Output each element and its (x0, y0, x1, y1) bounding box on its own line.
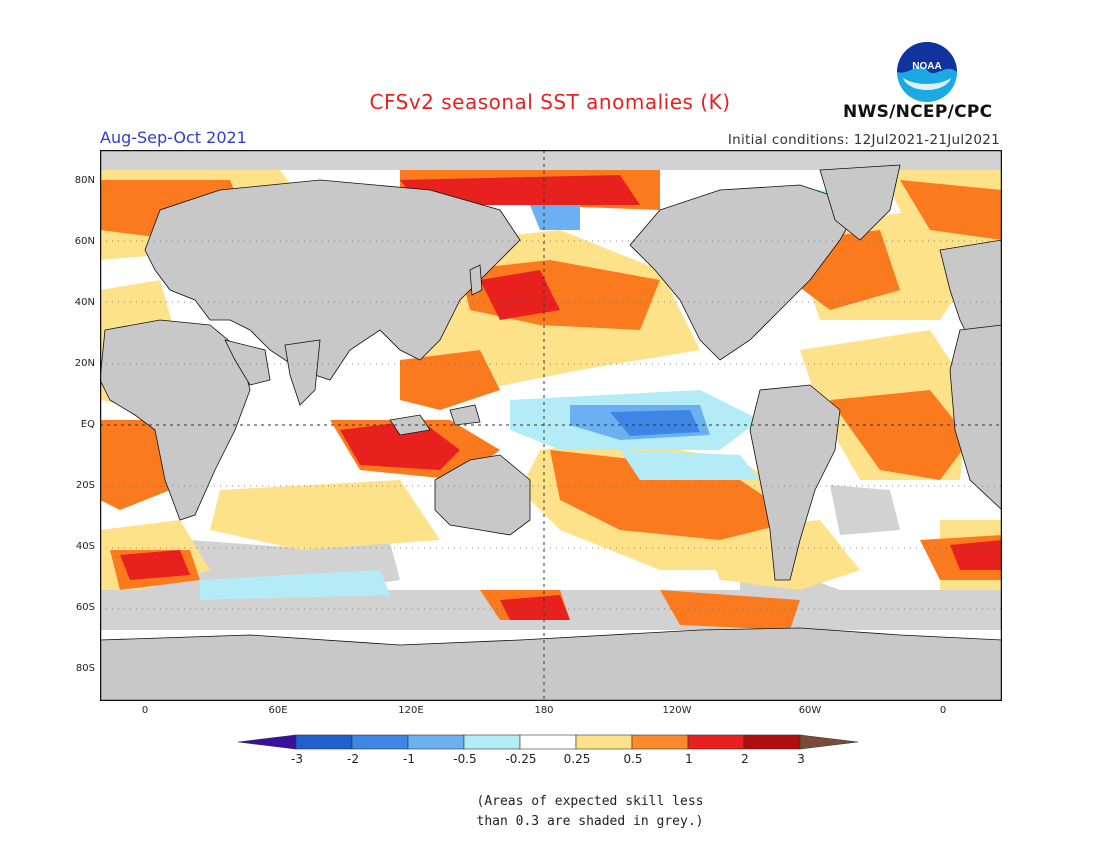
lat-label: 20N (74, 358, 95, 369)
colorbar-segment (575, 734, 633, 750)
skill-note-line: (Areas of expected skill less (476, 794, 704, 809)
lat-label: 40S (75, 541, 95, 552)
lon-label: 120W (662, 705, 692, 716)
colorbar-label: -3 (291, 752, 303, 766)
colorbar-label: 1 (685, 752, 693, 766)
colorbar-segment (631, 734, 689, 750)
eurasia (144, 179, 521, 381)
india (284, 339, 321, 406)
japan (469, 264, 483, 296)
colorbar (238, 734, 859, 750)
lon-label: 60E (268, 705, 288, 716)
antarctica (100, 627, 1002, 701)
map-title: CFSv2 seasonal SST anomalies (K) (369, 90, 731, 114)
colorbar-segment (463, 734, 521, 750)
grid-lines (100, 150, 1002, 701)
sst-anomaly-map (100, 150, 1002, 701)
forecast-period: Aug-Sep-Oct 2021 (100, 128, 247, 147)
hot-anomalies (120, 175, 1002, 620)
lon-label: 180 (534, 705, 554, 716)
new-guinea (449, 404, 481, 426)
skill-note-line: than 0.3 are shaded in grey.) (476, 814, 704, 829)
colorbar-arrow-high (799, 734, 859, 750)
lon-label: 60W (798, 705, 822, 716)
colorbar-segment (519, 734, 577, 750)
colorbar-segment (687, 734, 745, 750)
land-masses (100, 164, 1002, 701)
lon-label: 0 (939, 705, 947, 716)
colorbar-label: -2 (347, 752, 359, 766)
colorbar-segment (351, 734, 409, 750)
north-america (629, 184, 861, 361)
colorbar-label: 0.25 (563, 752, 591, 766)
lat-label: 40N (74, 297, 95, 308)
colorbar-label: 0.5 (623, 752, 643, 766)
noaa-logo-icon: NOAA (897, 42, 957, 102)
colorbar-label: -1 (403, 752, 415, 766)
colorbar-label: 2 (741, 752, 749, 766)
colorbar-label: -0.25 (505, 752, 537, 766)
lat-label: 60S (75, 602, 95, 613)
agency-label: NWS/NCEP/CPC (843, 102, 993, 122)
australia (434, 454, 531, 536)
skill-note: (Areas of expected skill less than 0.3 a… (440, 792, 740, 832)
lon-label: 0 (141, 705, 149, 716)
colorbar-segment (295, 734, 353, 750)
south-america (749, 384, 841, 581)
cool-anomalies (200, 190, 840, 600)
colorbar-label: 3 (797, 752, 805, 766)
colorbar-segment (743, 734, 801, 750)
colorbar-label: -0.5 (453, 752, 477, 766)
logo-text: NOAA (912, 61, 941, 72)
lon-label: 120E (398, 705, 424, 716)
lat-label: 80S (75, 663, 95, 674)
lat-label: 20S (75, 480, 95, 491)
africa (100, 319, 251, 521)
colorbar-arrow-low (238, 734, 297, 750)
greenland (819, 164, 901, 241)
lat-label: EQ (80, 419, 95, 430)
map-frame (100, 150, 1002, 701)
lat-label: 60N (74, 236, 95, 247)
arabia (224, 339, 271, 386)
colorbar-segment (407, 734, 465, 750)
africa-right (949, 324, 1002, 511)
lat-label: 80N (74, 175, 95, 186)
initial-conditions: Initial conditions: 12Jul2021-21Jul2021 (727, 132, 1000, 148)
latitude-lines (100, 240, 1002, 610)
